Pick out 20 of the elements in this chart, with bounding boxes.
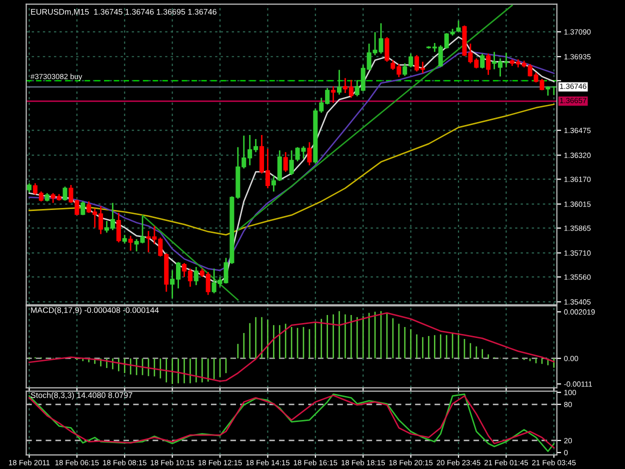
- candlestick: [80, 200, 86, 216]
- candlestick: [331, 86, 336, 104]
- chart-title: Stoch(8,3,3) 14.4080 8.0797: [30, 392, 132, 400]
- line-series: [28, 104, 555, 236]
- candlestick: [194, 266, 198, 286]
- candlestick: [128, 235, 133, 252]
- candlestick: [283, 151, 288, 173]
- candlestick: [336, 69, 342, 96]
- candlestick: [384, 36, 390, 62]
- candlestick: [116, 212, 121, 244]
- chart-title: MACD(8,17,9) -0.000408 -0.000144: [31, 307, 159, 315]
- candlestick: [456, 20, 461, 33]
- candlestick: [408, 52, 414, 68]
- candlestick: [486, 52, 491, 76]
- candlestick: [289, 150, 294, 176]
- chart-title: EURUSDm,M15 1.36745 1.36746 1.36695 1.36746: [31, 8, 216, 16]
- candlestick: [480, 52, 485, 70]
- candlestick: [402, 62, 408, 77]
- candlestick: [62, 186, 68, 202]
- candlestick: [307, 142, 312, 166]
